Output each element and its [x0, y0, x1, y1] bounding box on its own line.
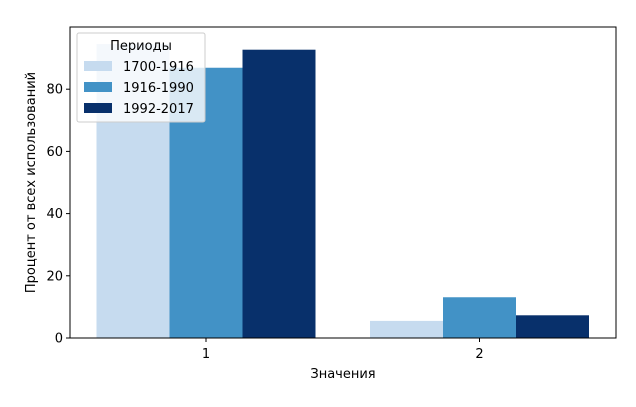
- x-axis-label: Значения: [310, 367, 375, 382]
- plot-area-frame: [69, 26, 617, 339]
- y-tick-label: 20: [46, 269, 63, 284]
- legend-swatch-1916-1990: [84, 82, 112, 92]
- y-tick-label: 0: [55, 332, 63, 347]
- bar-1916-1990-cat-2: [443, 297, 516, 338]
- bar-1992-2017-cat-2: [516, 315, 589, 338]
- y-axis: 0 20 40 60 80: [46, 83, 70, 347]
- y-tick-label: 80: [46, 83, 63, 98]
- legend-entries: 1700-1916 1916-1990 1992-2017: [84, 60, 194, 117]
- bar-1992-2017-cat-1: [242, 49, 316, 338]
- legend-label-1700-1916: 1700-1916: [123, 60, 194, 75]
- x-tick-label: 1: [202, 347, 210, 362]
- legend-title: Периоды: [110, 39, 172, 54]
- y-tick-label: 60: [46, 145, 63, 160]
- legend-swatch-1700-1916: [84, 61, 112, 71]
- legend: Периоды 1700-1916 1916-1990 1992-2017: [76, 32, 206, 123]
- bar-1700-1916-cat-2: [370, 320, 443, 338]
- legend-swatch-1992-2017: [84, 103, 112, 113]
- legend-box: [76, 32, 206, 123]
- y-axis-label: Процент от всех использований: [24, 72, 39, 293]
- legend-label-1916-1990: 1916-1990: [123, 81, 194, 96]
- x-tick-label: 2: [475, 347, 483, 362]
- y-tick-label: 40: [46, 207, 63, 222]
- legend-label-1992-2017: 1992-2017: [123, 102, 194, 117]
